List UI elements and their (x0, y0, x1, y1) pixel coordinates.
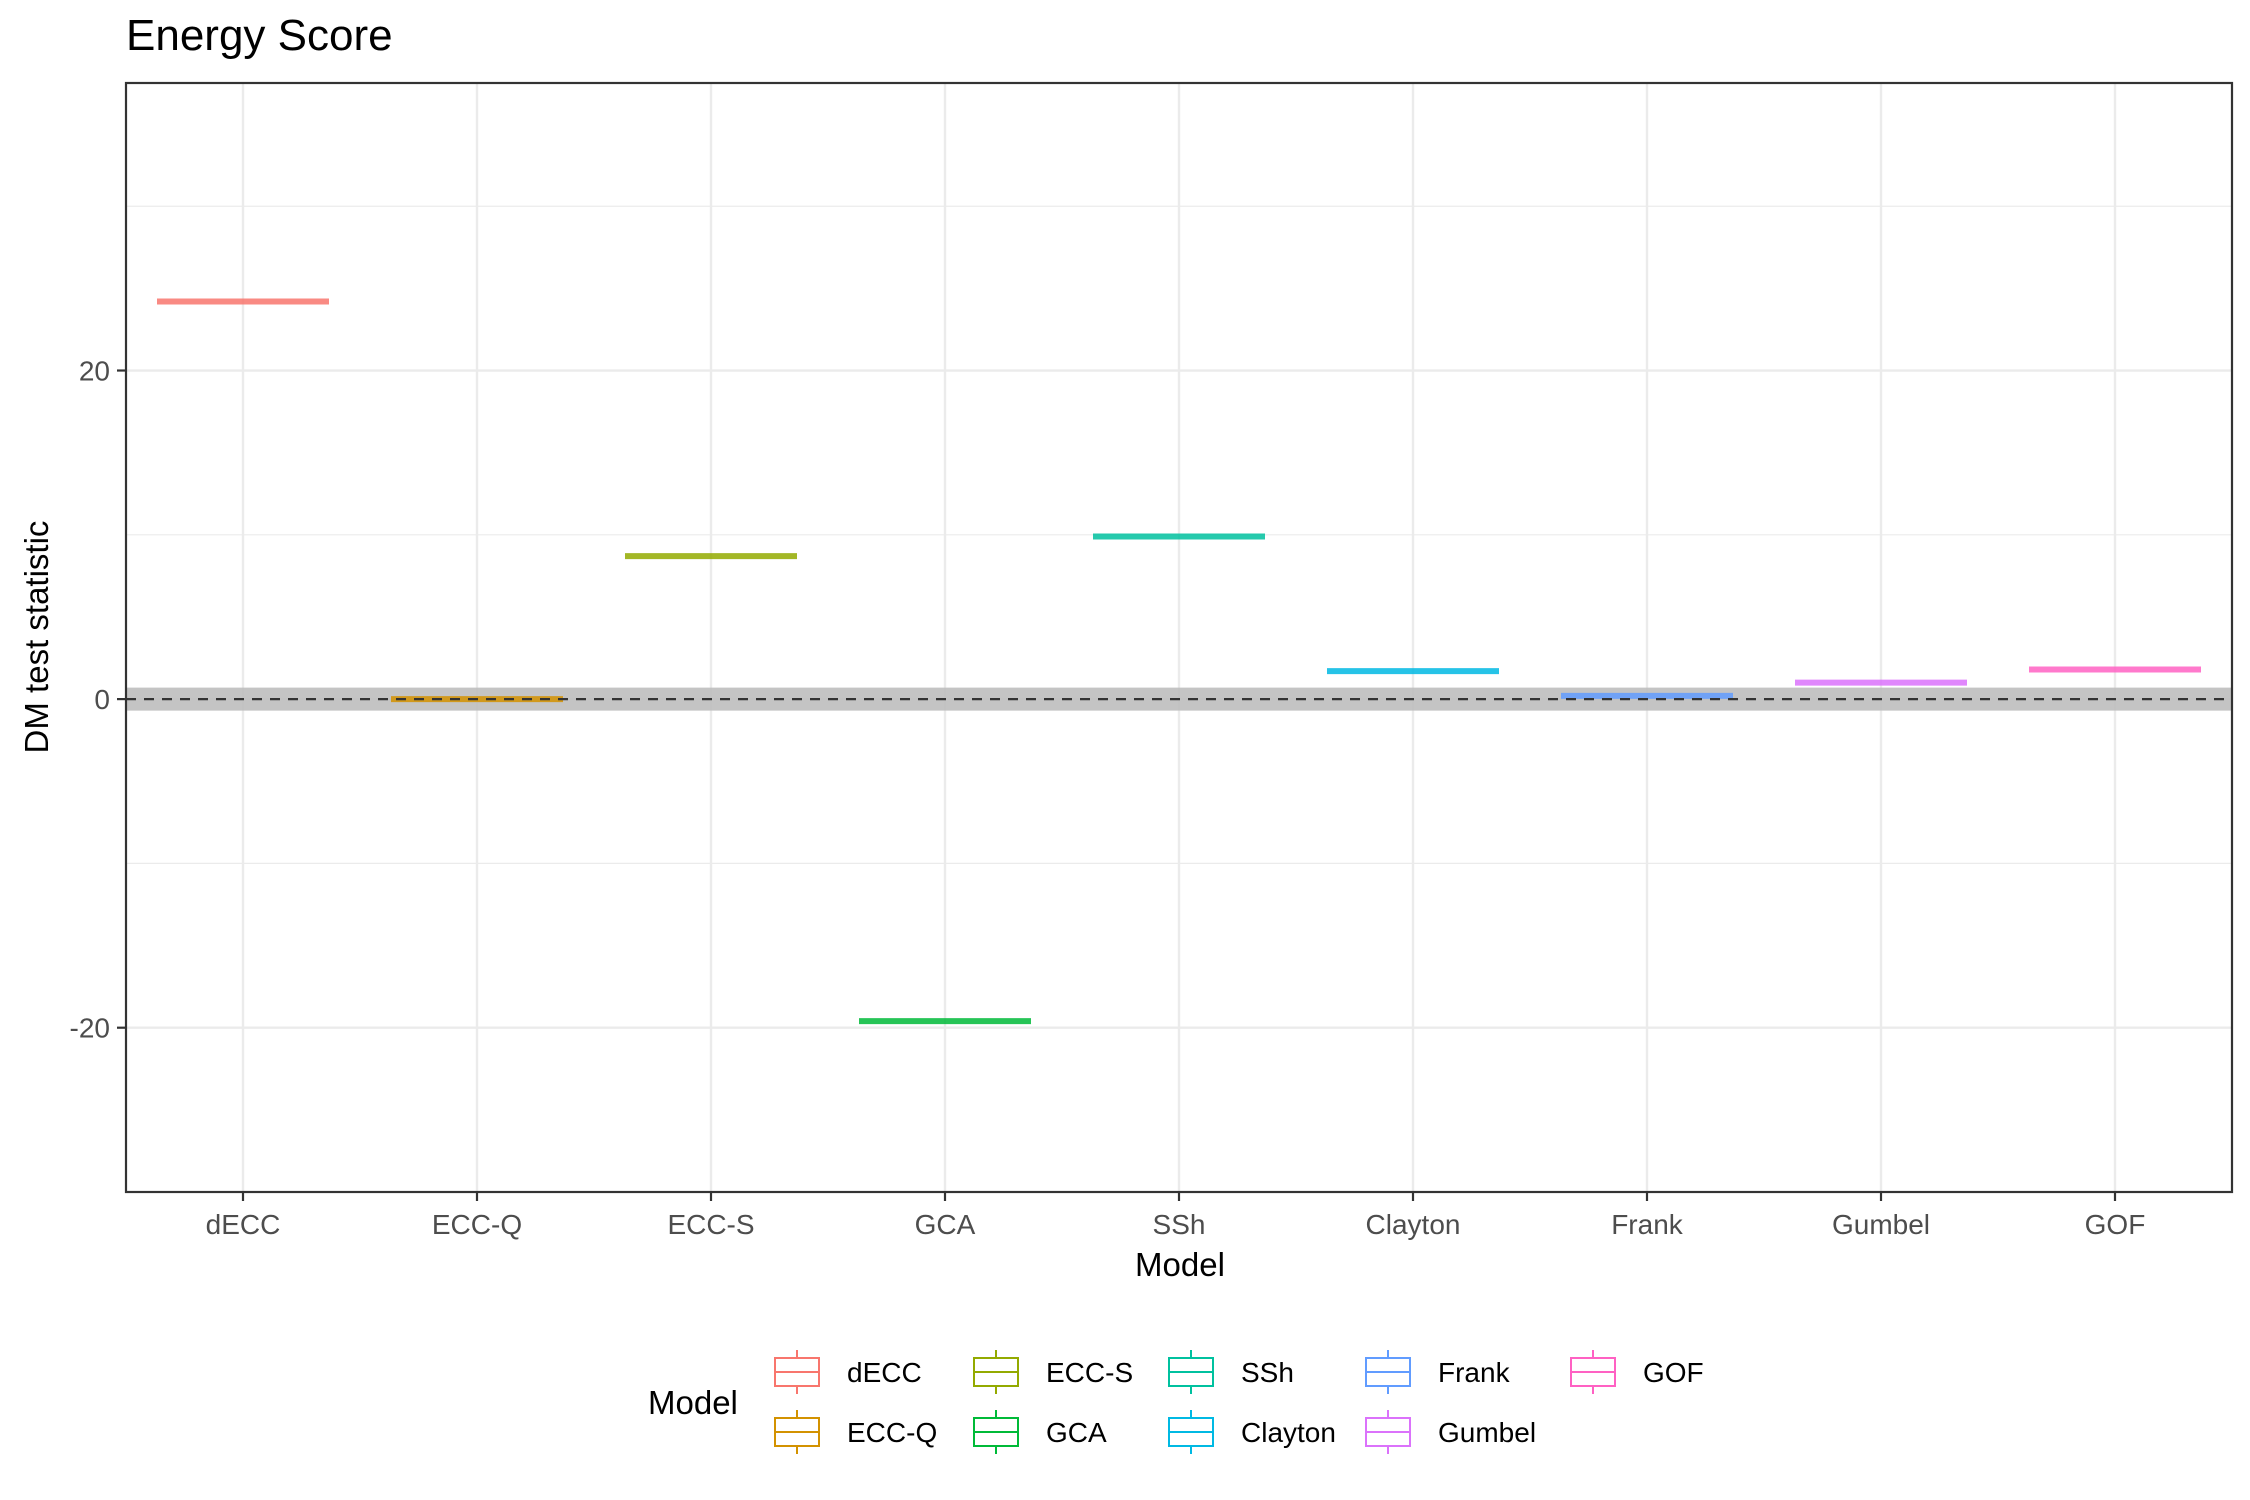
legend-item-clayton: Clayton (1168, 1410, 1336, 1454)
legend-label: SSh (1241, 1357, 1294, 1388)
x-tick-label: Frank (1611, 1209, 1684, 1240)
x-tick-label: dECC (206, 1209, 281, 1240)
x-tick-label: GCA (915, 1209, 976, 1240)
legend-title: Model (648, 1384, 738, 1421)
legend-item-gca: GCA (973, 1410, 1107, 1454)
y-axis-title: DM test statistic (18, 521, 55, 754)
x-tick-label: SSh (1153, 1209, 1206, 1240)
legend-label: ECC-S (1046, 1357, 1133, 1388)
y-tick-label: 0 (94, 684, 110, 715)
x-tick-label: Gumbel (1832, 1209, 1930, 1240)
x-tick-label: ECC-S (667, 1209, 754, 1240)
legend-item-gof: GOF (1570, 1350, 1704, 1394)
legend-item-ecc-q: ECC-Q (774, 1410, 937, 1454)
legend-item-gumbel: Gumbel (1365, 1410, 1536, 1454)
legend-item-frank: Frank (1365, 1350, 1511, 1394)
x-tick-label: ECC-Q (432, 1209, 522, 1240)
legend-label: GOF (1643, 1357, 1704, 1388)
legend-label: GCA (1046, 1417, 1107, 1448)
x-axis-title: Model (1135, 1246, 1225, 1283)
legend-item-ssh: SSh (1168, 1350, 1294, 1394)
x-tick-label: Clayton (1366, 1209, 1461, 1240)
legend-label: ECC-Q (847, 1417, 937, 1448)
legend-item-decc: dECC (774, 1350, 922, 1394)
plot-panel: -20 0 20 dECC ECC-Q ECC-S GCA SSh Clayton Frank Gu… (70, 81, 2234, 1240)
y-tick-label: -20 (70, 1013, 110, 1044)
legend-label: Gumbel (1438, 1417, 1536, 1448)
chart-title: Energy Score (126, 11, 393, 60)
x-tick-label: GOF (2085, 1209, 2146, 1240)
legend-label: dECC (847, 1357, 922, 1388)
y-tick-label: 20 (79, 356, 110, 387)
legend-item-ecc-s: ECC-S (973, 1350, 1133, 1394)
legend: Model dECC ECC-S SSh Frank GOF ECC-Q GCA Clayto… (648, 1350, 1704, 1454)
legend-label: Frank (1438, 1357, 1511, 1388)
legend-label: Clayton (1241, 1417, 1336, 1448)
